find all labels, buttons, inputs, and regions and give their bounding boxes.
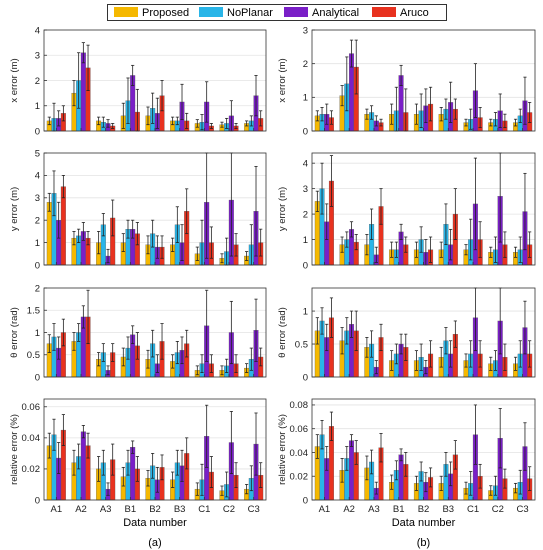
y-axis-label: relative error (%) (9, 414, 20, 485)
ytick-label: 1 (35, 238, 40, 249)
ytick-label: 0 (303, 260, 308, 271)
legend-swatch (284, 7, 308, 17)
panel-label: (b) (417, 537, 430, 549)
legend-item-analytical: Analytical (284, 6, 359, 20)
y-axis-label: x error (m) (9, 58, 20, 102)
xtick-label: B2 (149, 504, 161, 515)
ytick-label: 2 (35, 283, 40, 294)
legend-swatch (372, 7, 396, 17)
chart-panel-a-row3: 0 0.5 1 1.5 2 θ error (rad) (9, 283, 267, 383)
ytick-label: 0.5 (295, 339, 308, 350)
ytick-label: 0.02 (22, 464, 41, 475)
x-axis-label: Data number (392, 517, 456, 529)
xtick-label: B3 (442, 504, 454, 515)
xtick-label: A2 (343, 504, 355, 515)
ytick-label: 0 (35, 126, 40, 137)
bar-analytical (80, 431, 86, 501)
ytick-label: 0 (35, 260, 40, 271)
ytick-label: 4 (303, 158, 308, 169)
legend-item-proposed: Proposed (114, 6, 189, 20)
chart-panel-a-row1: 0 1 2 3 4 x error (m) (9, 25, 267, 137)
ytick-label: 1 (303, 93, 308, 104)
ytick-label: 1.5 (27, 306, 40, 317)
xtick-label: A3 (368, 504, 380, 515)
xtick-label: A1 (319, 504, 331, 515)
ytick-label: 0 (303, 495, 308, 506)
xtick-label: C1 (467, 504, 479, 515)
ytick-label: 3 (35, 51, 40, 62)
ytick-label: 0.06 (22, 402, 41, 413)
xtick-label: B1 (125, 504, 137, 515)
ytick-label: 0.04 (290, 448, 309, 459)
ytick-label: 2 (303, 59, 308, 70)
chart-panel-b-row3: 0 0.5 1 θ error (rad) (277, 287, 536, 383)
ytick-label: 0 (35, 372, 40, 383)
ytick-label: 4 (35, 171, 40, 182)
y-axis-label: y error (m) (277, 187, 288, 231)
ytick-label: 0.04 (22, 433, 41, 444)
legend-label: Aruco (400, 7, 429, 19)
legend-label: NoPlanar (227, 7, 273, 19)
ytick-label: 5 (35, 148, 40, 159)
xtick-label: C3 (248, 504, 260, 515)
xtick-label: C3 (517, 504, 529, 515)
legend-item-noplanar: NoPlanar (199, 6, 273, 20)
ytick-label: 3 (35, 193, 40, 204)
ytick-label: 0 (303, 126, 308, 137)
xtick-label: A3 (100, 504, 112, 515)
legend-box: Proposed NoPlanar Analytical Aruco (107, 4, 447, 21)
y-axis-label: x error (m) (277, 58, 288, 102)
chart-panel-b-row1: 0 1 2 3 x error (m) (277, 25, 536, 137)
xtick-label: A1 (51, 504, 63, 515)
ytick-label: 1 (35, 101, 40, 112)
xtick-label: C1 (198, 504, 210, 515)
bar-aruco (60, 186, 66, 266)
ytick-label: 3 (303, 25, 308, 36)
ytick-label: 3 (303, 184, 308, 195)
y-axis-label: θ error (rad) (9, 307, 20, 358)
xtick-label: B1 (393, 504, 405, 515)
panel-label: (a) (148, 537, 161, 549)
xtick-label: B2 (418, 504, 430, 515)
ytick-label: 1 (35, 328, 40, 339)
ytick-label: 2 (35, 76, 40, 87)
legend-swatch (199, 7, 223, 17)
legend-label: Analytical (312, 7, 360, 19)
ytick-label: 4 (35, 25, 40, 36)
bar-analytical (349, 440, 355, 501)
ytick-label: 2 (303, 209, 308, 220)
y-axis-label: y error (m) (9, 187, 20, 231)
chart-panel-b-row2: 0 1 2 3 4 y error (m) (277, 152, 536, 271)
xtick-label: C2 (223, 504, 235, 515)
ytick-label: 1 (303, 306, 308, 317)
bar-analytical (130, 447, 136, 501)
ytick-label: 0.06 (290, 424, 309, 435)
ytick-label: 0 (303, 372, 308, 383)
ytick-label: 0.02 (290, 472, 309, 483)
xtick-label: C2 (492, 504, 504, 515)
legend-swatch (114, 7, 138, 17)
y-axis-label: relative error (%) (277, 414, 288, 485)
legend-label: Proposed (142, 7, 190, 19)
bar-analytical (398, 454, 404, 501)
bar-analytical (80, 52, 86, 132)
ytick-label: 0.5 (27, 350, 40, 361)
ytick-label: 0 (35, 495, 40, 506)
chart-panel-a-row2: 0 1 2 3 4 5 y error (m) (9, 148, 267, 271)
x-axis-label: Data number (123, 517, 187, 529)
xtick-label: B3 (174, 504, 186, 515)
ytick-label: 0.08 (290, 400, 309, 411)
xtick-label: A2 (75, 504, 87, 515)
ytick-label: 1 (303, 235, 308, 246)
legend-item-aruco: Aruco (372, 6, 429, 20)
y-axis-label: θ error (rad) (277, 307, 288, 358)
bar-proposed (46, 202, 52, 266)
ytick-label: 2 (35, 216, 40, 227)
